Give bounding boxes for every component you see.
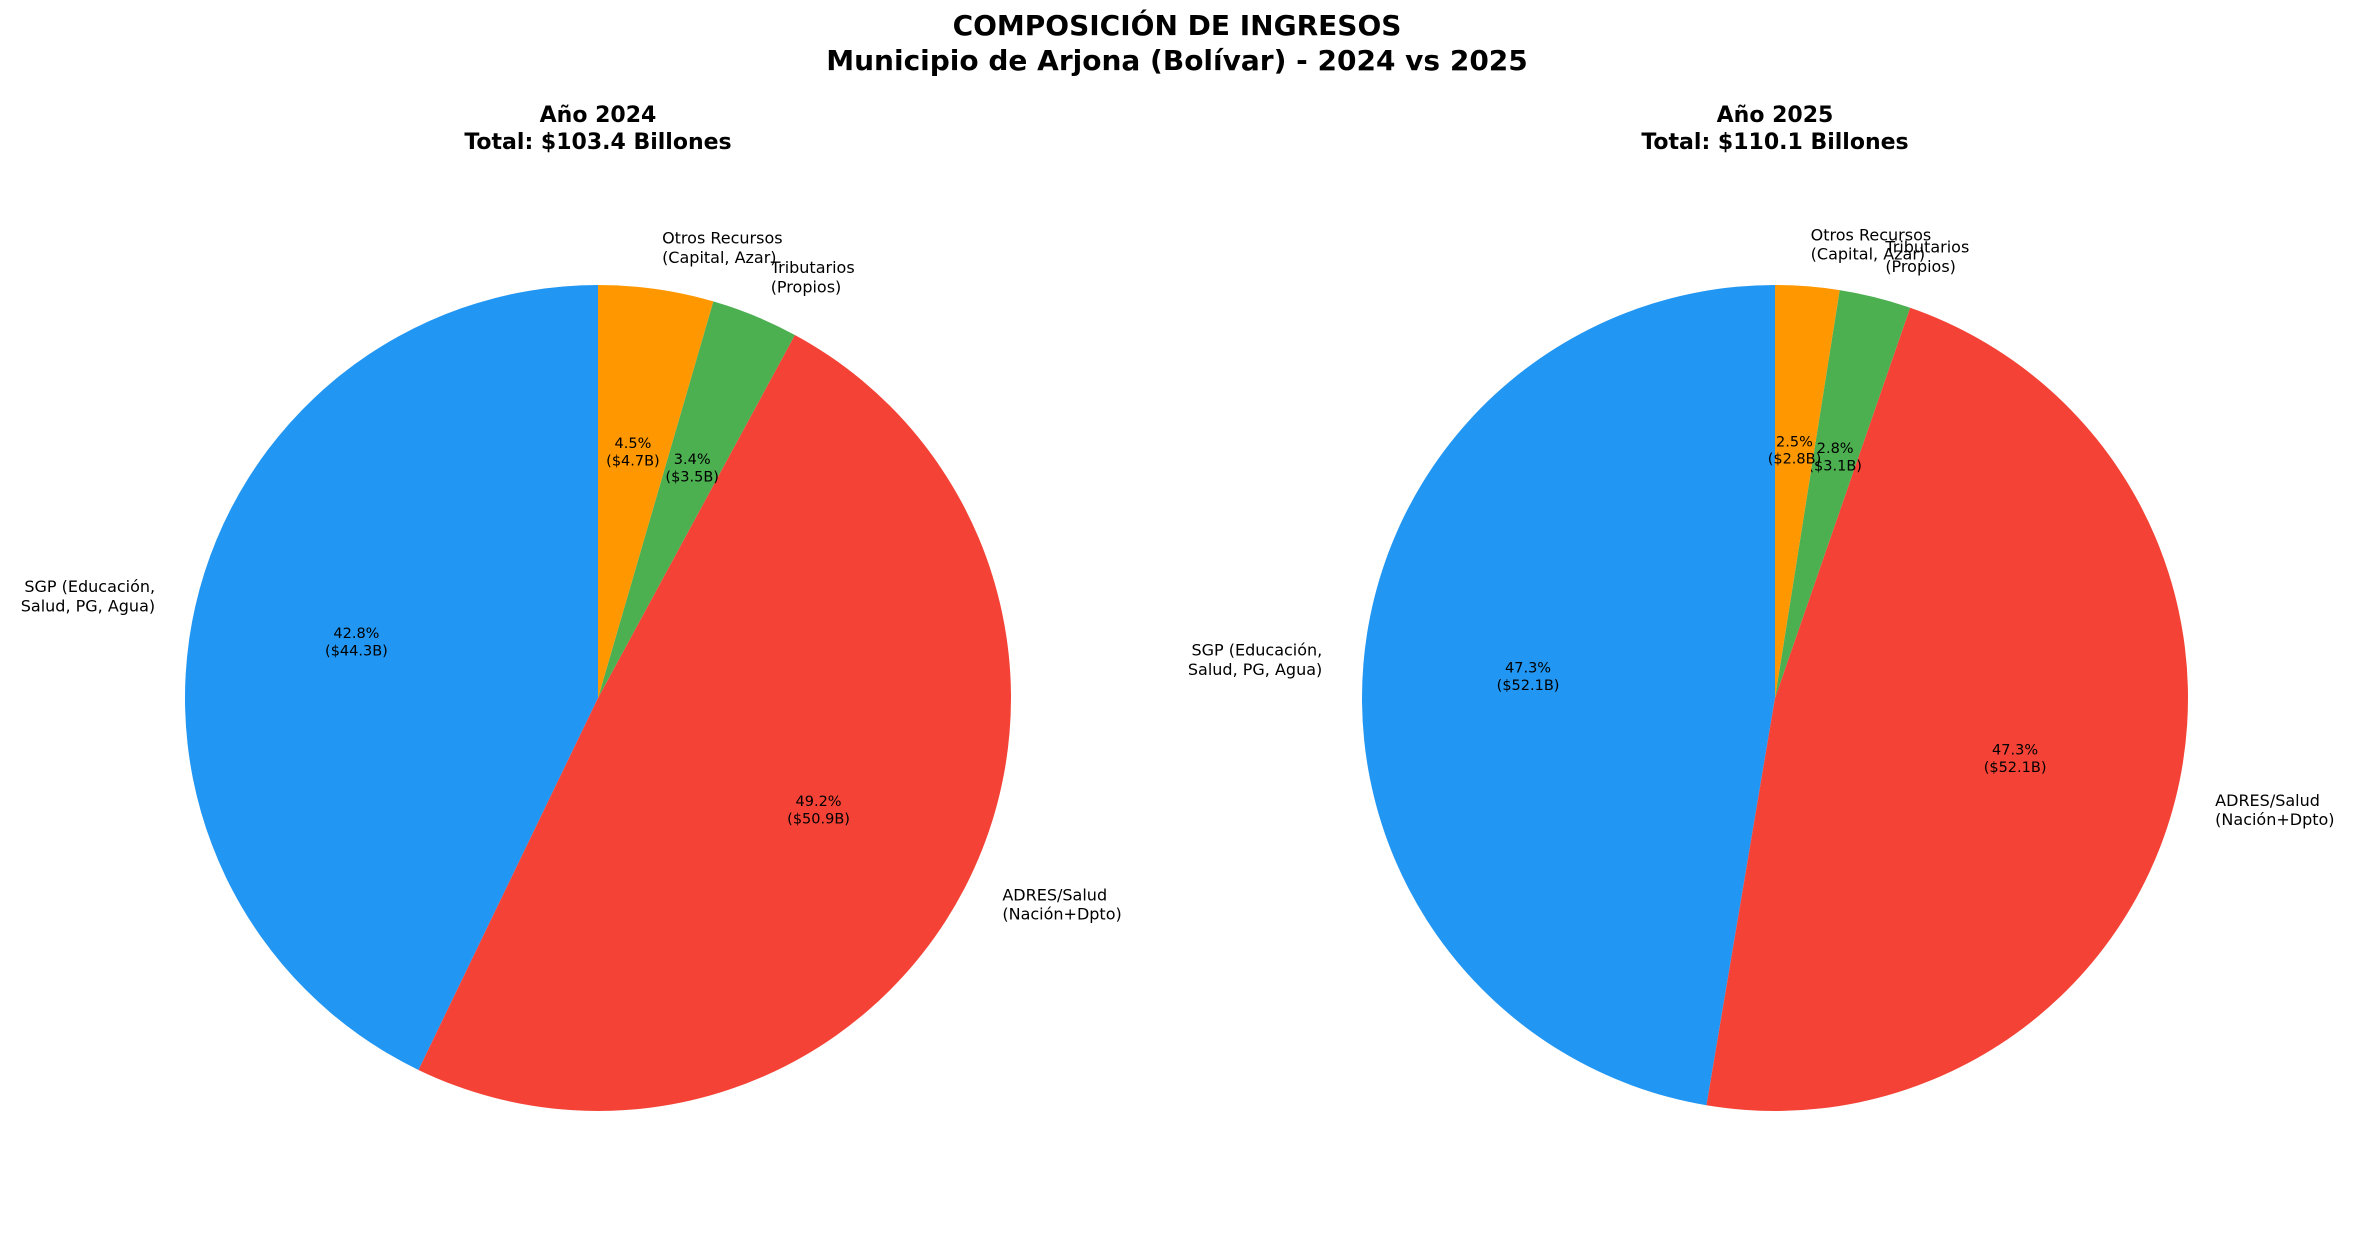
amount-value: ($44.3B): [325, 643, 388, 659]
suptitle: COMPOSICIÓN DE INGRESOS: [953, 8, 1402, 42]
pct-label: 49.2% ($50.9B): [787, 794, 850, 827]
pct-label: 42.8% ($44.3B): [325, 626, 388, 659]
pct-value: 42.8%: [333, 626, 379, 642]
pct-label: 4.5% ($4.7B): [606, 436, 660, 469]
pie-slice: [598, 301, 795, 698]
slice-label: SGP (Educación, Salud, PG, Agua): [21, 577, 155, 615]
pie-title: Año 2024: [540, 103, 657, 128]
pct-value: 3.4%: [674, 452, 711, 468]
slice-label: Tributarios (Propios): [770, 258, 855, 296]
slice-label: Otros Recursos (Capital, Azar): [662, 228, 783, 266]
amount-value: ($3.1B): [1808, 458, 1862, 474]
amount-value: ($52.1B): [1984, 760, 2047, 776]
pct-value: 2.8%: [1817, 441, 1854, 457]
pie-slice: [1775, 290, 1911, 698]
pct-value: 47.3%: [1505, 661, 1551, 677]
slice-label: ADRES/Salud (Nación+Dpto): [2215, 790, 2334, 828]
slice-label: ADRES/Salud (Nación+Dpto): [1002, 885, 1121, 923]
amount-value: ($52.1B): [1497, 678, 1560, 694]
slice-label: SGP (Educación, Salud, PG, Agua): [1188, 640, 1322, 678]
slice-label: Tributarios (Propios): [1884, 237, 1969, 275]
amount-value: ($50.9B): [787, 812, 850, 828]
pie-slice: [418, 334, 1012, 1111]
pct-label: 47.3% ($52.1B): [1497, 661, 1560, 694]
slice-label: Otros Recursos (Capital, Azar): [1811, 225, 1932, 263]
pie-slice: [598, 285, 714, 698]
pie-slice: [1362, 285, 1775, 1106]
pct-label: 2.8% ($3.1B): [1808, 441, 1862, 474]
pct-value: 47.3%: [1992, 743, 2038, 759]
pie-slice: [185, 285, 598, 1070]
pct-value: 2.5%: [1776, 434, 1813, 450]
pie-subtitle: Total: $103.4 Billones: [464, 130, 731, 155]
pct-value: 49.2%: [796, 794, 842, 810]
pct-value: 4.5%: [615, 436, 652, 452]
suptitle: Municipio de Arjona (Bolívar) - 2024 vs …: [826, 44, 1528, 77]
pct-label: 3.4% ($3.5B): [665, 452, 719, 485]
pie-slice: [1706, 307, 2188, 1111]
pie-slice: [1775, 285, 1840, 698]
pie-subtitle: Total: $110.1 Billones: [1641, 130, 1908, 155]
pct-label: 47.3% ($52.1B): [1984, 743, 2047, 776]
pct-label: 2.5% ($2.8B): [1768, 434, 1822, 467]
amount-value: ($4.7B): [606, 453, 660, 469]
amount-value: ($2.8B): [1768, 452, 1822, 468]
pie-title: Año 2025: [1717, 103, 1834, 128]
amount-value: ($3.5B): [665, 470, 719, 486]
